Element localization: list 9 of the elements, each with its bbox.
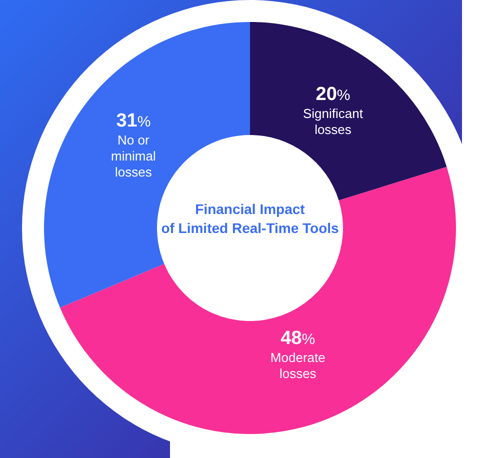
slice-label: No or minimal losses <box>111 132 156 180</box>
data-label: 20% <box>316 84 350 105</box>
data-label: 48% <box>280 328 316 350</box>
text: Financial Impact of Limited Real-Time Tools <box>161 201 340 236</box>
donut-slice <box>60 166 456 434</box>
slice-label: Significant losses <box>303 106 364 137</box>
data-label: 31% <box>116 110 151 132</box>
slice-label: Moderate losses <box>270 350 326 382</box>
donut-slice <box>250 22 447 200</box>
